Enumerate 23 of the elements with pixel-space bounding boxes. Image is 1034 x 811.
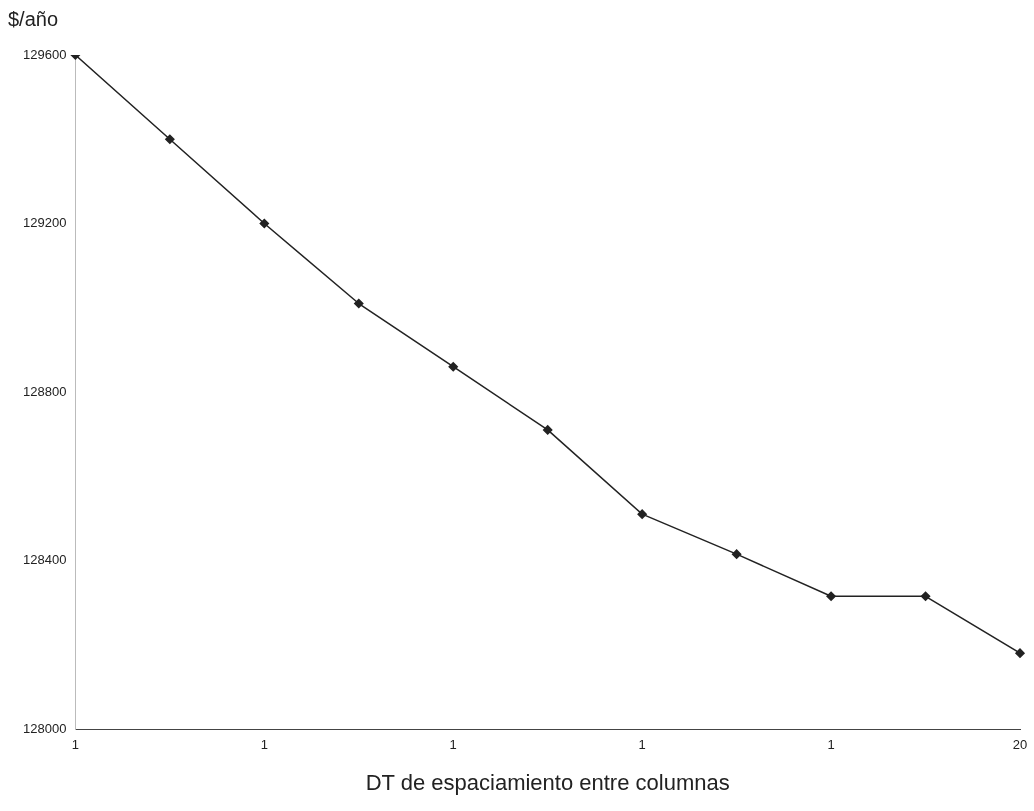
y-tick-label: 129600 [22, 46, 67, 62]
y-tick-label: 128400 [22, 552, 67, 568]
point [1015, 648, 1025, 658]
x-tick-label: 1 [449, 737, 457, 753]
x-axis-title: DT de espaciamiento entre columnas [365, 769, 730, 795]
y-tick-label: 128000 [22, 720, 67, 736]
x-tick-label: 1 [71, 737, 79, 753]
x-tick-label: 20 [1012, 737, 1028, 753]
y-tick-label: 128800 [22, 383, 67, 399]
point [731, 549, 742, 559]
point [826, 591, 836, 602]
x-tick-label: 1 [260, 737, 268, 753]
y-tick-label: 129200 [22, 215, 67, 231]
point [448, 361, 458, 372]
x-tick-label: 1 [638, 737, 646, 753]
point [165, 134, 175, 144]
point [542, 425, 553, 435]
point [637, 509, 647, 519]
y-axis-title: $/año [8, 8, 59, 31]
point [259, 218, 270, 229]
point [920, 591, 931, 602]
point [354, 298, 364, 309]
x-tick-label: 1 [827, 737, 835, 753]
